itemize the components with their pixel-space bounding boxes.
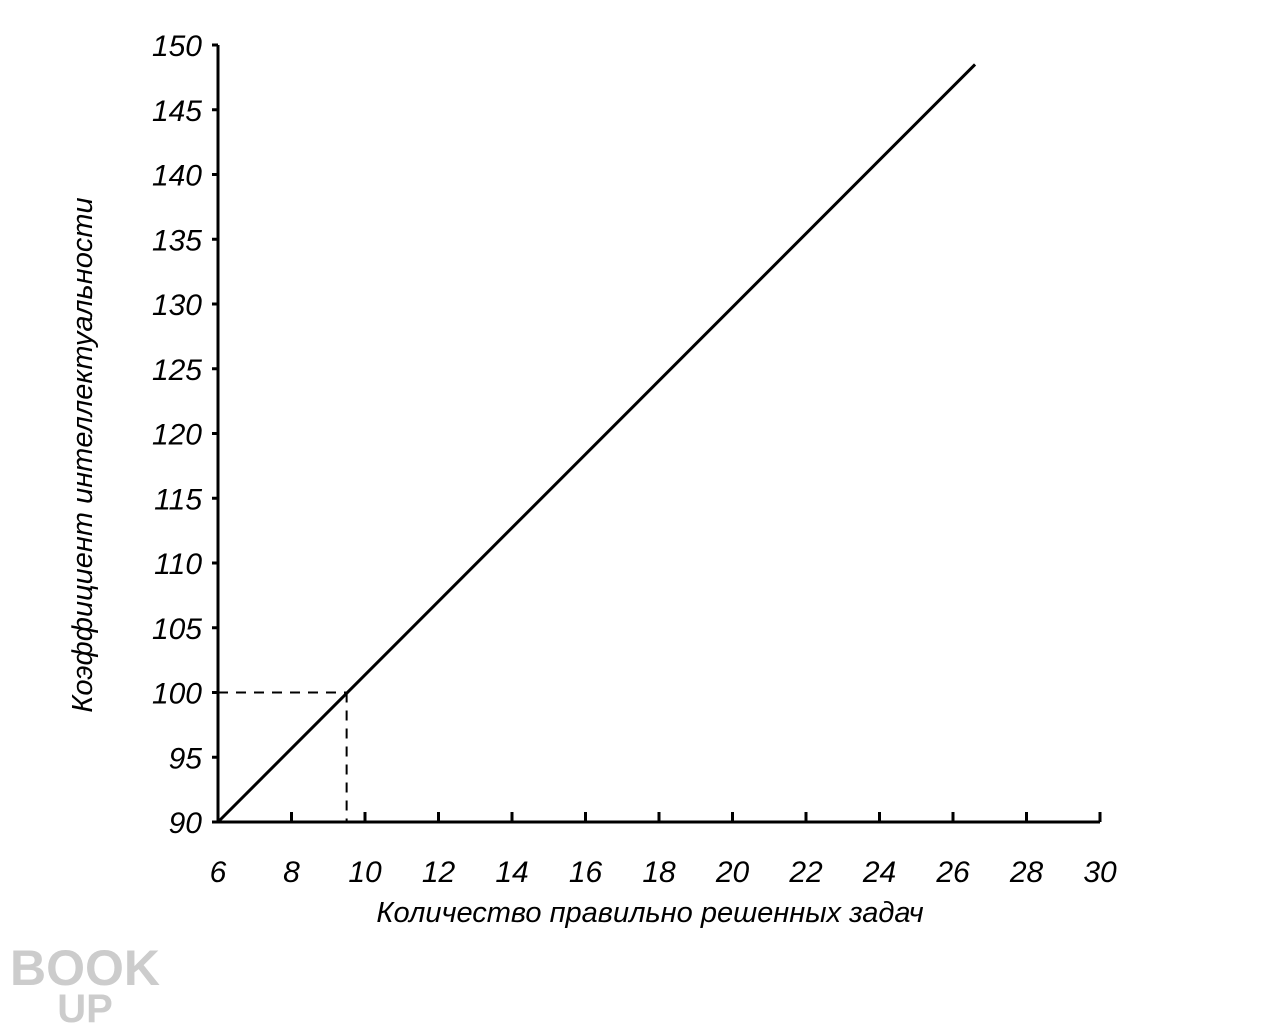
y-tick-label: 105 — [152, 613, 202, 646]
y-tick-label: 135 — [152, 224, 202, 257]
watermark: BOOK — [10, 940, 160, 996]
y-tick-label: 140 — [152, 160, 202, 193]
y-tick-label: 125 — [152, 354, 202, 387]
x-tick-label: 26 — [935, 856, 970, 889]
x-tick-label: 18 — [642, 856, 676, 889]
x-tick-label: 22 — [788, 856, 823, 889]
x-tick-label: 24 — [862, 856, 896, 889]
x-tick-label: 16 — [569, 856, 603, 889]
x-tick-label: 10 — [348, 856, 382, 889]
y-tick-label: 130 — [152, 289, 202, 322]
x-tick-label: 30 — [1083, 856, 1117, 889]
data-line — [216, 63, 977, 824]
y-tick-label: 115 — [154, 483, 202, 516]
x-axis-title: Количество правильно решенных задач — [376, 897, 923, 929]
y-tick-label: 110 — [154, 548, 202, 581]
x-tick-label: 20 — [715, 856, 750, 889]
x-tick-label: 28 — [1009, 856, 1044, 889]
y-tick-label: 145 — [152, 95, 202, 128]
x-tick-label: 14 — [495, 856, 528, 889]
x-tick-label: 6 — [210, 856, 227, 889]
y-axis-title: Коэффициент интеллектуальности — [67, 197, 99, 712]
x-tick-label: 8 — [283, 856, 300, 889]
y-tick-label: 95 — [169, 742, 203, 775]
y-tick-label: 90 — [169, 807, 203, 840]
x-tick-label: 12 — [422, 856, 456, 889]
watermark: UP — [57, 987, 113, 1030]
y-tick-label: 100 — [152, 678, 202, 711]
y-tick-label: 120 — [152, 419, 202, 452]
y-tick-label: 150 — [152, 30, 202, 63]
